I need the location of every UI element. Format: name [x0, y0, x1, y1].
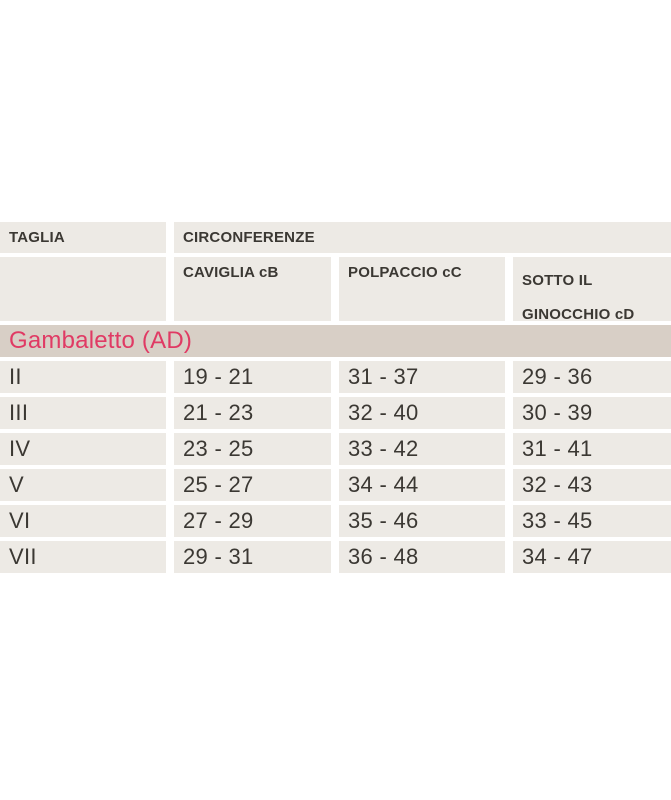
- caviglia-cell: 19 - 21: [174, 361, 331, 393]
- table-row: II 19 - 21 31 - 37 29 - 36: [0, 361, 671, 393]
- header-row-sub: CAVIGLIA cB POLPACCIO cC SOTTO IL GINOCC…: [0, 257, 671, 321]
- size-cell: VI: [0, 505, 166, 537]
- col-header-caviglia: CAVIGLIA cB: [174, 257, 331, 321]
- sotto-ginocchio-cell: 32 - 43: [513, 469, 671, 501]
- table-row: VI 27 - 29 35 - 46 33 - 45: [0, 505, 671, 537]
- section-banner-gambaletto: Gambaletto (AD): [0, 325, 671, 357]
- table-row: IV 23 - 25 33 - 42 31 - 41: [0, 433, 671, 465]
- polpaccio-cell: 36 - 48: [339, 541, 505, 573]
- caviglia-cell: 23 - 25: [174, 433, 331, 465]
- polpaccio-cell: 35 - 46: [339, 505, 505, 537]
- col-header-sotto-il-line1: SOTTO IL: [522, 272, 593, 289]
- size-cell: II: [0, 361, 166, 393]
- col-header-polpaccio: POLPACCIO cC: [339, 257, 505, 321]
- polpaccio-cell: 31 - 37: [339, 361, 505, 393]
- polpaccio-cell: 32 - 40: [339, 397, 505, 429]
- size-cell: IV: [0, 433, 166, 465]
- col-header-circonferenze: CIRCONFERENZE: [174, 222, 671, 253]
- table-row: V 25 - 27 34 - 44 32 - 43: [0, 469, 671, 501]
- table-row: VII 29 - 31 36 - 48 34 - 47: [0, 541, 671, 573]
- polpaccio-cell: 33 - 42: [339, 433, 505, 465]
- size-cell: V: [0, 469, 166, 501]
- sotto-ginocchio-cell: 34 - 47: [513, 541, 671, 573]
- sotto-ginocchio-cell: 33 - 45: [513, 505, 671, 537]
- table-row: III 21 - 23 32 - 40 30 - 39: [0, 397, 671, 429]
- size-cell: III: [0, 397, 166, 429]
- section-banner-row: Gambaletto (AD): [0, 325, 671, 357]
- caviglia-cell: 25 - 27: [174, 469, 331, 501]
- col-header-taglia: TAGLIA: [0, 222, 166, 253]
- polpaccio-cell: 34 - 44: [339, 469, 505, 501]
- sotto-ginocchio-cell: 31 - 41: [513, 433, 671, 465]
- header-row-main: TAGLIA CIRCONFERENZE: [0, 222, 671, 253]
- caviglia-cell: 29 - 31: [174, 541, 331, 573]
- size-table: TAGLIA CIRCONFERENZE CAVIGLIA cB POLPACC…: [0, 222, 671, 577]
- col-header-sotto-il-ginocchio: SOTTO IL GINOCCHIO cD: [513, 257, 671, 321]
- caviglia-cell: 21 - 23: [174, 397, 331, 429]
- caviglia-cell: 27 - 29: [174, 505, 331, 537]
- size-cell: VII: [0, 541, 166, 573]
- sotto-ginocchio-cell: 29 - 36: [513, 361, 671, 393]
- sotto-ginocchio-cell: 30 - 39: [513, 397, 671, 429]
- empty-header-cell: [0, 257, 166, 321]
- col-header-ginocchio-line2: GINOCCHIO cD: [522, 306, 635, 321]
